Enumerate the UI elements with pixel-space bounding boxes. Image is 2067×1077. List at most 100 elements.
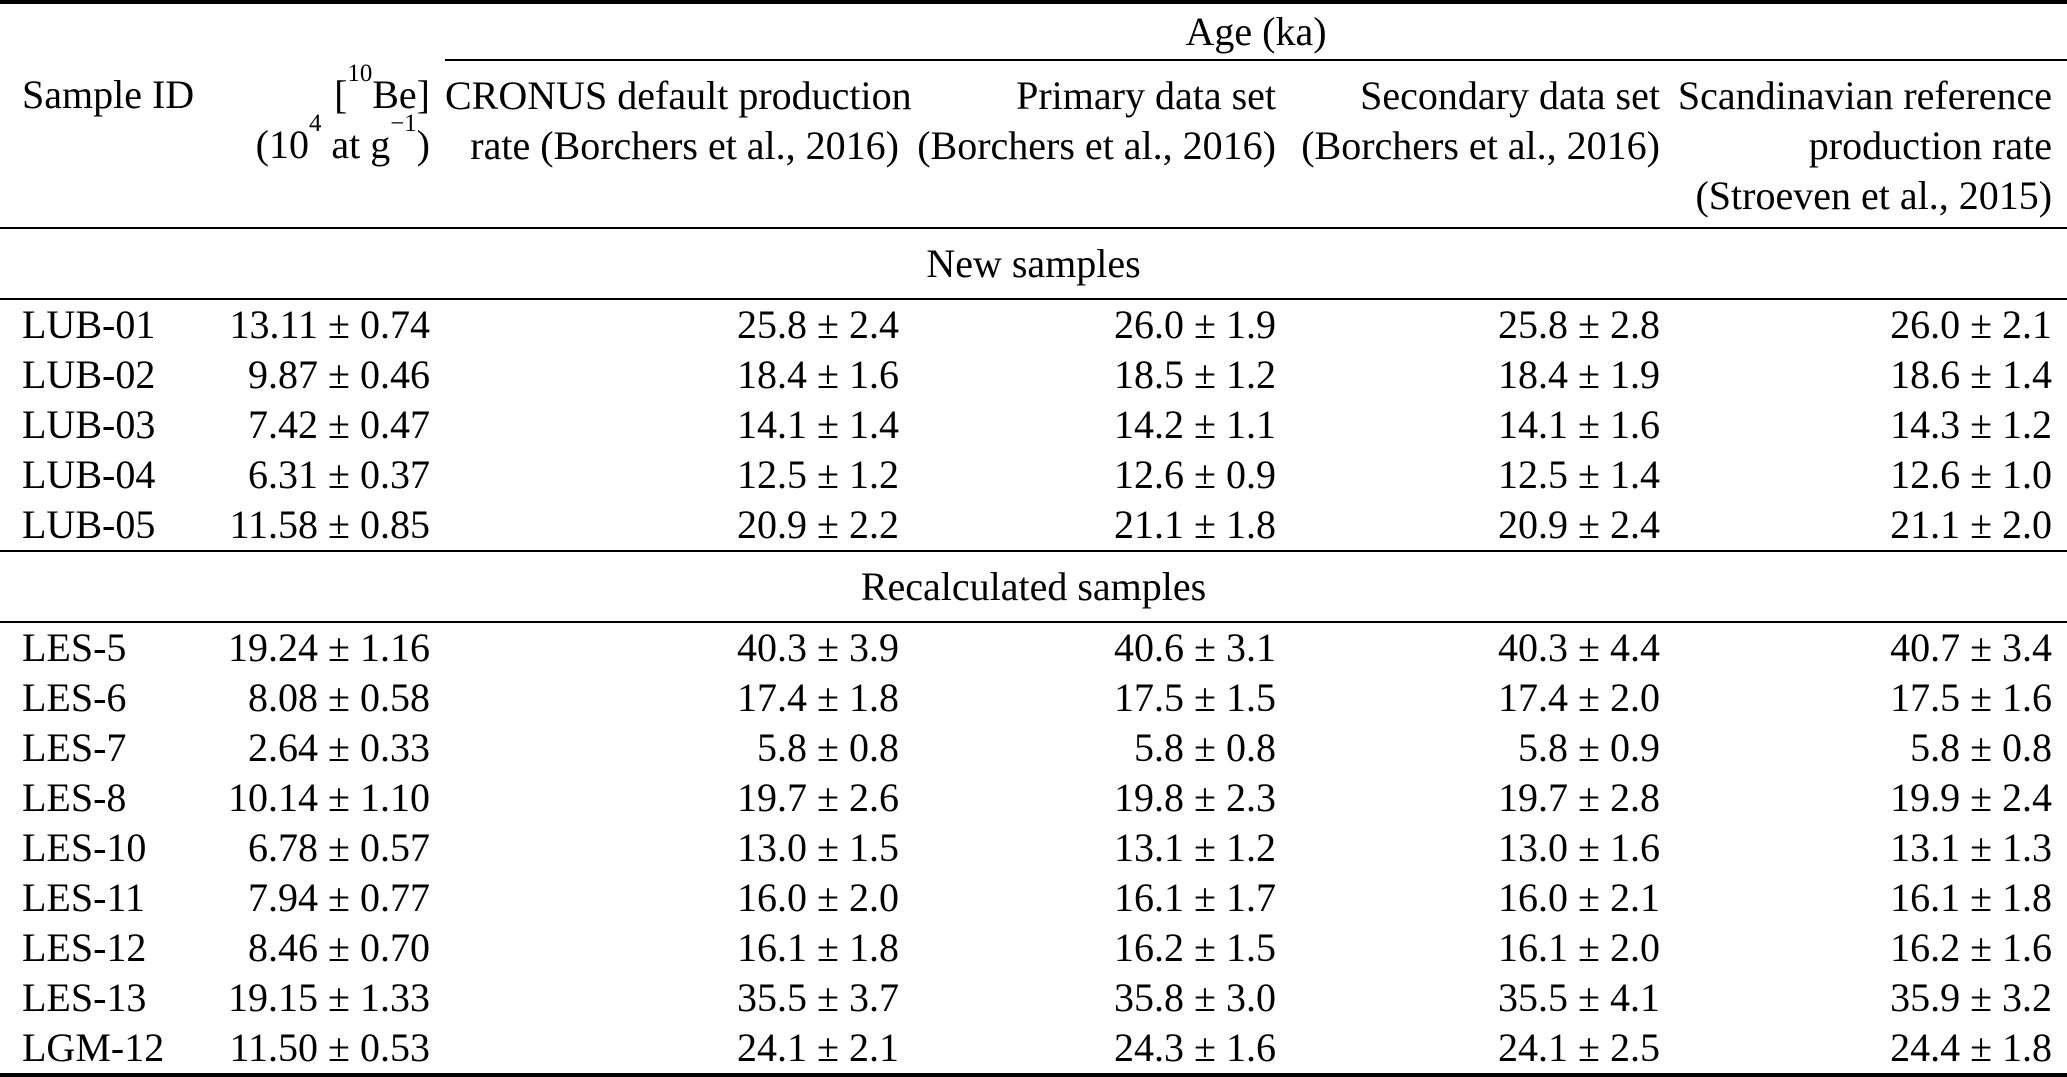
sample-id-cell: LES-8 [22, 775, 127, 820]
table-row: LUB-02 9.87 ± 0.46 18.4 ± 1.6 18.5 ± 1.2 18.… [0, 350, 2067, 400]
age-primary-cell: 24.3 ± 1.6 [1114, 1025, 1276, 1070]
age-primary-cell: 14.2 ± 1.1 [1114, 402, 1276, 447]
age-scandinavian-cell: 14.3 ± 1.2 [1890, 402, 2053, 447]
age-primary-cell: 18.5 ± 1.2 [1114, 352, 1276, 397]
table-header: Age (ka) Sample ID [10Be] (104 at g−1) C… [0, 2, 2067, 229]
age-secondary-cell: 13.0 ± 1.6 [1498, 825, 1660, 870]
sample-id-cell: LES-13 [22, 975, 147, 1020]
be-concentration-cell: 6.78 ± 0.57 [248, 825, 430, 870]
age-primary-cell: 35.8 ± 3.0 [1114, 975, 1276, 1020]
column-header-sample-id: Sample ID [0, 60, 210, 229]
sample-id-cell: LUB-01 [22, 302, 156, 347]
age-cronus-cell: 14.1 ± 1.4 [737, 402, 899, 447]
age-primary-cell: 16.1 ± 1.7 [1114, 875, 1276, 920]
age-primary-cell: 12.6 ± 0.9 [1114, 452, 1276, 497]
column-header-scandinavian: Scandinavian reference production rate (… [1675, 60, 2067, 229]
age-cronus-cell: 19.7 ± 2.6 [737, 775, 899, 820]
sample-id-cell: LES-10 [22, 825, 147, 870]
age-primary-cell: 19.8 ± 2.3 [1114, 775, 1276, 820]
age-scandinavian-cell: 16.1 ± 1.8 [1890, 875, 2053, 920]
age-secondary-cell: 5.8 ± 0.9 [1518, 725, 1660, 770]
age-secondary-cell: 19.7 ± 2.8 [1498, 775, 1660, 820]
age-secondary-cell: 16.0 ± 2.1 [1498, 875, 1660, 920]
age-scandinavian-cell: 19.9 ± 2.4 [1890, 775, 2053, 820]
age-cronus-cell: 25.8 ± 2.4 [737, 302, 899, 347]
table-row: LES-11 7.94 ± 0.77 16.0 ± 2.0 16.1 ± 1.7 16.… [0, 873, 2067, 923]
age-cronus-cell: 5.8 ± 0.8 [757, 725, 899, 770]
age-group-header: Age (ka) [445, 2, 2067, 61]
table-row: LUB-03 7.42 ± 0.47 14.1 ± 1.4 14.2 ± 1.1 14.… [0, 400, 2067, 450]
section-header-row: Recalculated samples [0, 550, 2067, 623]
be-isotope-superscript: 10 [347, 59, 373, 87]
table-row: LES-5 19.24 ± 1.16 40.3 ± 3.9 40.6 ± 3.1 40.… [0, 622, 2067, 673]
table-row: LES-6 8.08 ± 0.58 17.4 ± 1.8 17.5 ± 1.5 17.4… [0, 673, 2067, 723]
be-concentration-cell: 2.64 ± 0.33 [248, 725, 430, 770]
be-concentration-cell: 7.94 ± 0.77 [248, 875, 430, 920]
primary-header-line-2: (Borchers et al., 2016) [917, 123, 1276, 168]
be-concentration-cell: 8.46 ± 0.70 [248, 925, 430, 970]
age-scandinavian-cell: 18.6 ± 1.4 [1890, 352, 2053, 397]
be-per-gram-superscript: −1 [390, 109, 417, 137]
table-row: LUB-04 6.31 ± 0.37 12.5 ± 1.2 12.6 ± 0.9 12.… [0, 450, 2067, 500]
section-label: New samples [0, 227, 2067, 300]
be-concentration-cell: 19.24 ± 1.16 [228, 625, 430, 670]
sample-id-cell: LUB-02 [22, 352, 156, 397]
sample-id-cell: LUB-05 [22, 502, 156, 547]
age-cronus-cell: 40.3 ± 3.9 [737, 625, 899, 670]
age-cronus-cell: 24.1 ± 2.1 [737, 1025, 899, 1070]
age-primary-cell: 16.2 ± 1.5 [1114, 925, 1276, 970]
age-spanner-row: Age (ka) [0, 2, 2067, 61]
table-row: LGM-12 11.50 ± 0.53 24.1 ± 2.1 24.3 ± 1.6 24… [0, 1023, 2067, 1075]
age-secondary-cell: 14.1 ± 1.6 [1498, 402, 1660, 447]
cronus-header-line-1: CRONUS default production [445, 73, 912, 118]
column-header-secondary: Secondary data set (Borchers et al., 201… [1291, 60, 1675, 229]
be-concentration-cell: 19.15 ± 1.33 [228, 975, 430, 1020]
be-concentration-cell: 10.14 ± 1.10 [228, 775, 430, 820]
age-cronus-cell: 13.0 ± 1.5 [737, 825, 899, 870]
scandinavian-header-line-3: (Stroeven et al., 2015) [1695, 173, 2053, 218]
sample-id-cell: LES-7 [22, 725, 127, 770]
sample-id-cell: LGM-12 [22, 1025, 165, 1070]
be-exponent-superscript: 4 [309, 109, 322, 137]
age-cronus-cell: 20.9 ± 2.2 [737, 502, 899, 547]
age-cronus-cell: 12.5 ± 1.2 [737, 452, 899, 497]
section-label: Recalculated samples [0, 550, 2067, 623]
table-row: LES-12 8.46 ± 0.70 16.1 ± 1.8 16.2 ± 1.5 16.… [0, 923, 2067, 973]
age-secondary-cell: 16.1 ± 2.0 [1498, 925, 1660, 970]
age-cronus-cell: 16.0 ± 2.0 [737, 875, 899, 920]
be-concentration-cell: 8.08 ± 0.58 [248, 675, 430, 720]
be-header-line-1: [10Be] [334, 59, 430, 117]
age-primary-cell: 26.0 ± 1.9 [1114, 302, 1276, 347]
age-scandinavian-cell: 5.8 ± 0.8 [1910, 725, 2053, 770]
age-cronus-cell: 16.1 ± 1.8 [737, 925, 899, 970]
age-scandinavian-cell: 21.1 ± 2.0 [1890, 502, 2053, 547]
be-concentration-cell: 13.11 ± 0.74 [229, 302, 430, 347]
be-concentration-cell: 7.42 ± 0.47 [248, 402, 430, 447]
age-secondary-cell: 20.9 ± 2.4 [1498, 502, 1660, 547]
age-secondary-cell: 40.3 ± 4.4 [1498, 625, 1660, 670]
sample-id-cell: LES-5 [22, 625, 127, 670]
age-scandinavian-cell: 13.1 ± 1.3 [1890, 825, 2053, 870]
age-secondary-cell: 25.8 ± 2.8 [1498, 302, 1660, 347]
spanner-blank-cell [0, 2, 445, 60]
sample-id-cell: LUB-04 [22, 452, 156, 497]
age-primary-cell: 5.8 ± 0.8 [1134, 725, 1276, 770]
age-secondary-cell: 24.1 ± 2.5 [1498, 1025, 1660, 1070]
age-scandinavian-cell: 26.0 ± 2.1 [1890, 302, 2053, 347]
table-row: LUB-01 13.11 ± 0.74 25.8 ± 2.4 26.0 ± 1.9 25… [0, 299, 2067, 350]
column-header-cronus: CRONUS default production rate (Borchers… [445, 60, 914, 229]
column-header-row: Sample ID [10Be] (104 at g−1) CRONUS def… [0, 59, 2067, 229]
age-scandinavian-cell: 17.5 ± 1.6 [1890, 675, 2053, 720]
age-scandinavian-cell: 16.2 ± 1.6 [1890, 925, 2053, 970]
scandinavian-header-line-1: Scandinavian reference [1677, 73, 2053, 118]
age-scandinavian-cell: 12.6 ± 1.0 [1890, 452, 2053, 497]
table-row: LES-13 19.15 ± 1.33 35.5 ± 3.7 35.8 ± 3.0 35… [0, 973, 2067, 1023]
sample-id-cell: LES-6 [22, 675, 127, 720]
sample-id-cell: LES-11 [22, 875, 145, 920]
age-primary-cell: 21.1 ± 1.8 [1114, 502, 1276, 547]
be-concentration-cell: 9.87 ± 0.46 [248, 352, 430, 397]
age-primary-cell: 17.5 ± 1.5 [1114, 675, 1276, 720]
secondary-header-line-1: Secondary data set [1360, 73, 1660, 118]
age-secondary-cell: 12.5 ± 1.4 [1498, 452, 1660, 497]
